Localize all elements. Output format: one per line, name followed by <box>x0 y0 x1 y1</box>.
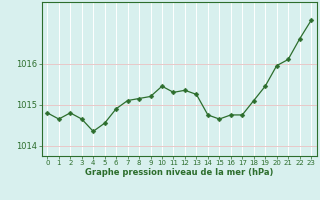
X-axis label: Graphe pression niveau de la mer (hPa): Graphe pression niveau de la mer (hPa) <box>85 168 273 177</box>
